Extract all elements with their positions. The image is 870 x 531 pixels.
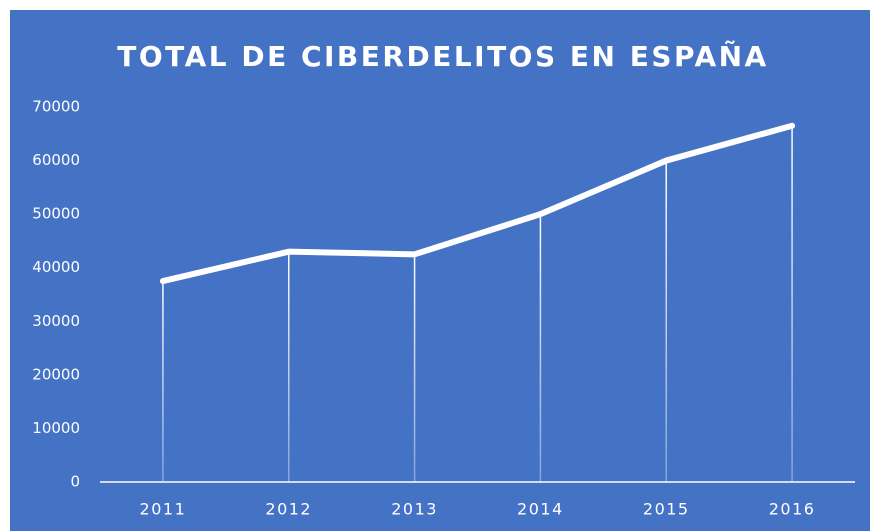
y-tick-label: 0 [70,473,80,491]
x-tick-label: 2016 [769,500,816,519]
x-tick-label: 2011 [140,500,187,519]
y-tick-label: 70000 [32,98,80,116]
y-tick-label: 10000 [32,419,80,437]
x-tick-label: 2015 [643,500,690,519]
x-tick-label: 2013 [391,500,438,519]
x-tick-label: 2014 [517,500,564,519]
y-tick-label: 60000 [32,151,80,169]
data-line [159,122,796,285]
x-tick-label: 2012 [265,500,312,519]
y-tick-label: 40000 [32,258,80,276]
chart-background [10,10,870,531]
y-tick-label: 50000 [32,205,80,223]
y-tick-label: 30000 [32,312,80,330]
y-tick-label: 20000 [32,365,80,383]
chart-title: TOTAL DE CIBERDELITOS EN ESPAÑA [117,39,768,73]
